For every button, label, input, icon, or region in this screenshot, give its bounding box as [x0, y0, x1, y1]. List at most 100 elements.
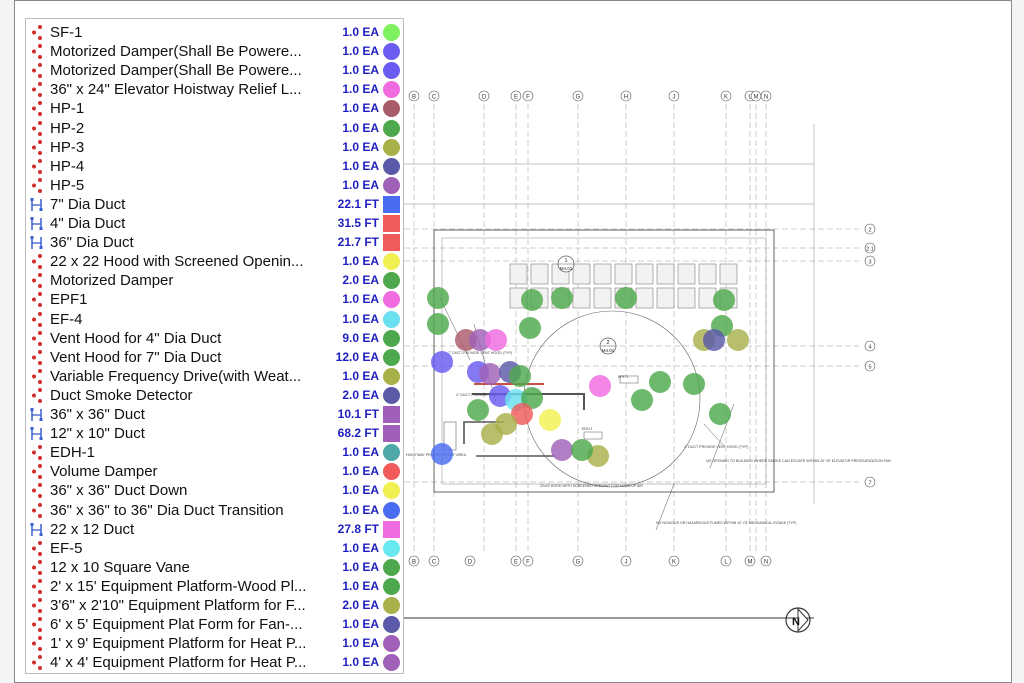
grid-label-right: 7 [868, 481, 871, 487]
takeoff-list-item[interactable]: 36" Dia Duct 21.7 FT [26, 233, 403, 252]
takeoff-list-item[interactable]: EDH-1 1.0 EA [26, 443, 403, 462]
color-swatch-circle[interactable] [383, 444, 400, 462]
color-swatch-circle[interactable] [383, 24, 400, 41]
takeoff-list-item[interactable]: Vent Hood for 4" Dia Duct 9.0 EA [26, 329, 403, 348]
takeoff-list-item[interactable]: 36" x 36" Duct 10.1 FT [26, 405, 403, 424]
takeoff-list-item[interactable]: 36" x 36" to 36" Dia Duct Transition 1.0 … [26, 501, 403, 520]
color-swatch-circle[interactable] [383, 597, 400, 614]
takeoff-list-item[interactable]: EF-5 1.0 EA [26, 539, 403, 558]
linear-measure-icon [30, 236, 43, 250]
takeoff-list-item[interactable]: Variable Frequency Drive(with Weat... 1.0… [26, 367, 403, 386]
color-swatch-square[interactable] [383, 520, 400, 538]
grid-label-bottom: D [468, 560, 473, 566]
takeoff-list-item[interactable]: 6' x 5' Equipment Plat Form for Fan-... 1… [26, 615, 403, 634]
takeoff-item-label: Vent Hood for 4" Dia Duct [50, 329, 222, 347]
color-swatch-circle[interactable] [383, 616, 400, 634]
grid-bubble [864, 255, 876, 267]
takeoff-list-item[interactable]: 12 x 10 Square Vane 1.0 EA [26, 558, 403, 577]
takeoff-item-quantity: 1.0 EA [342, 540, 379, 555]
takeoff-item-label: 22 x 22 Hood with Screened Openin... [50, 253, 304, 271]
color-swatch-square[interactable] [383, 234, 400, 252]
color-swatch-circle[interactable] [383, 482, 400, 500]
grid-label-right: 3 [868, 260, 871, 266]
color-swatch-circle[interactable] [383, 367, 400, 385]
color-swatch-circle[interactable] [383, 62, 400, 80]
takeoff-list-item[interactable]: Motorized Damper 2.0 EA [26, 271, 403, 290]
takeoff-item-label: 4" Dia Duct [50, 215, 126, 232]
grid-bubble [668, 555, 680, 567]
color-swatch-circle[interactable] [383, 119, 400, 137]
takeoff-list-item[interactable]: Vent Hood for 7" Dia Duct 12.0 EA [26, 348, 403, 367]
takeoff-list-item[interactable]: HP-4 1.0 EA [26, 157, 403, 176]
takeoff-list-item[interactable]: 22 x 22 Hood with Screened Openin... 1.0 … [26, 252, 403, 271]
takeoff-list-item[interactable]: Volume Damper 1.0 EA [26, 462, 403, 481]
count-dots-icon [32, 464, 42, 480]
color-swatch-circle[interactable] [383, 386, 400, 404]
color-swatch-circle[interactable] [383, 310, 400, 328]
takeoff-list-item[interactable]: 12" x 10" Duct 68.2 FT [26, 424, 403, 443]
color-swatch-circle[interactable] [383, 291, 400, 309]
takeoff-list-item[interactable]: 22 x 12 Duct 27.8 FT [26, 520, 403, 539]
takeoff-list-item[interactable]: HP-1 1.0 EA [26, 99, 403, 118]
grid-label-bottom: J [625, 560, 628, 566]
takeoff-item-quantity: 1.0 EA [342, 445, 379, 460]
takeoff-list-item[interactable]: Duct Smoke Detector 2.0 EA [26, 386, 403, 405]
color-swatch-circle[interactable] [383, 43, 400, 61]
color-swatch-circle[interactable] [383, 272, 400, 290]
takeoff-marker [727, 329, 749, 351]
takeoff-list-item[interactable]: Motorized Damper(Shall Be Powere... 1.0 E… [26, 42, 403, 61]
color-swatch-circle[interactable] [383, 157, 400, 175]
takeoff-list-item[interactable]: 3'6" x 2'10" Equipment Platform for F...… [26, 596, 403, 615]
color-swatch-circle[interactable] [383, 138, 400, 156]
color-swatch-circle[interactable] [383, 100, 400, 118]
takeoff-list-panel[interactable]: SF-1 1.0 EA Motorized Damper(Shall Be Powe… [25, 18, 404, 674]
color-swatch-square[interactable] [383, 425, 400, 443]
takeoff-item-label: EPF1 [50, 291, 88, 309]
color-swatch-circle[interactable] [383, 81, 400, 99]
takeoff-list-item[interactable]: EPF1 1.0 EA [26, 290, 403, 309]
takeoff-marker [431, 351, 453, 373]
color-swatch-circle[interactable] [383, 635, 400, 653]
takeoff-item-quantity: 2.0 EA [342, 387, 379, 402]
color-swatch-circle[interactable] [383, 253, 400, 271]
takeoff-list-item[interactable]: 4' x 4' Equipment Platform for Heat P...… [26, 653, 403, 672]
floor-plan-drawing[interactable]: B C D E F G H J K L M NB C D E F G J K L M N22.134571M4.012M4… [404, 84, 1010, 644]
takeoff-list-item[interactable]: HP-5 1.0 EA [26, 176, 403, 195]
color-swatch-circle[interactable] [383, 654, 400, 672]
grid-bubble [864, 223, 876, 235]
color-swatch-circle[interactable] [383, 577, 400, 595]
color-swatch-circle[interactable] [383, 558, 400, 576]
grid-bubble [620, 555, 632, 567]
solar-panel [572, 263, 591, 285]
color-swatch-circle[interactable] [383, 463, 400, 481]
color-swatch-circle[interactable] [383, 501, 400, 519]
linear-measure-icon [30, 427, 43, 441]
grid-label-top: K [724, 95, 728, 101]
color-swatch-square[interactable] [383, 215, 400, 232]
takeoff-list-item[interactable]: 4" Dia Duct 31.5 FT [26, 214, 403, 233]
color-swatch-circle[interactable] [383, 539, 400, 557]
takeoff-item-label: 4' x 4' Equipment Platform for Heat P... [50, 654, 307, 672]
takeoff-item-label: Variable Frequency Drive(with Weat... [50, 367, 302, 385]
takeoff-list-item[interactable]: 7" Dia Duct 22.1 FT [26, 195, 403, 214]
takeoff-list-item[interactable]: HP-2 1.0 EA [26, 119, 403, 138]
radius-circle [523, 310, 701, 488]
solar-panel [698, 263, 717, 285]
detail-number: 1 [564, 258, 567, 264]
color-swatch-circle[interactable] [383, 329, 400, 347]
grid-bubble [510, 555, 522, 567]
takeoff-list-item[interactable]: 2' x 15' Equipment Platform-Wood Pl... 1.… [26, 577, 403, 596]
takeoff-list-item[interactable]: Motorized Damper(Shall Be Powere... 1.0 E… [26, 61, 403, 80]
takeoff-list-item[interactable]: 36" x 36" Duct Down 1.0 EA [26, 481, 403, 500]
count-dots-icon [32, 636, 42, 652]
takeoff-list-item[interactable]: EF-4 1.0 EA [26, 310, 403, 329]
color-swatch-circle[interactable] [383, 348, 400, 366]
takeoff-list-item[interactable]: HP-3 1.0 EA [26, 138, 403, 157]
color-swatch-square[interactable] [383, 406, 400, 423]
color-swatch-square[interactable] [383, 195, 400, 213]
color-swatch-circle[interactable] [383, 176, 400, 194]
takeoff-list-item[interactable]: 36" x 24" Elevator Hoistway Relief L... 1… [26, 80, 403, 99]
takeoff-list-item[interactable]: SF-1 1.0 EA [26, 23, 403, 42]
takeoff-list-item[interactable]: 1' x 9' Equipment Platform for Heat P...… [26, 634, 403, 653]
grid-label-bottom: F [526, 560, 530, 566]
